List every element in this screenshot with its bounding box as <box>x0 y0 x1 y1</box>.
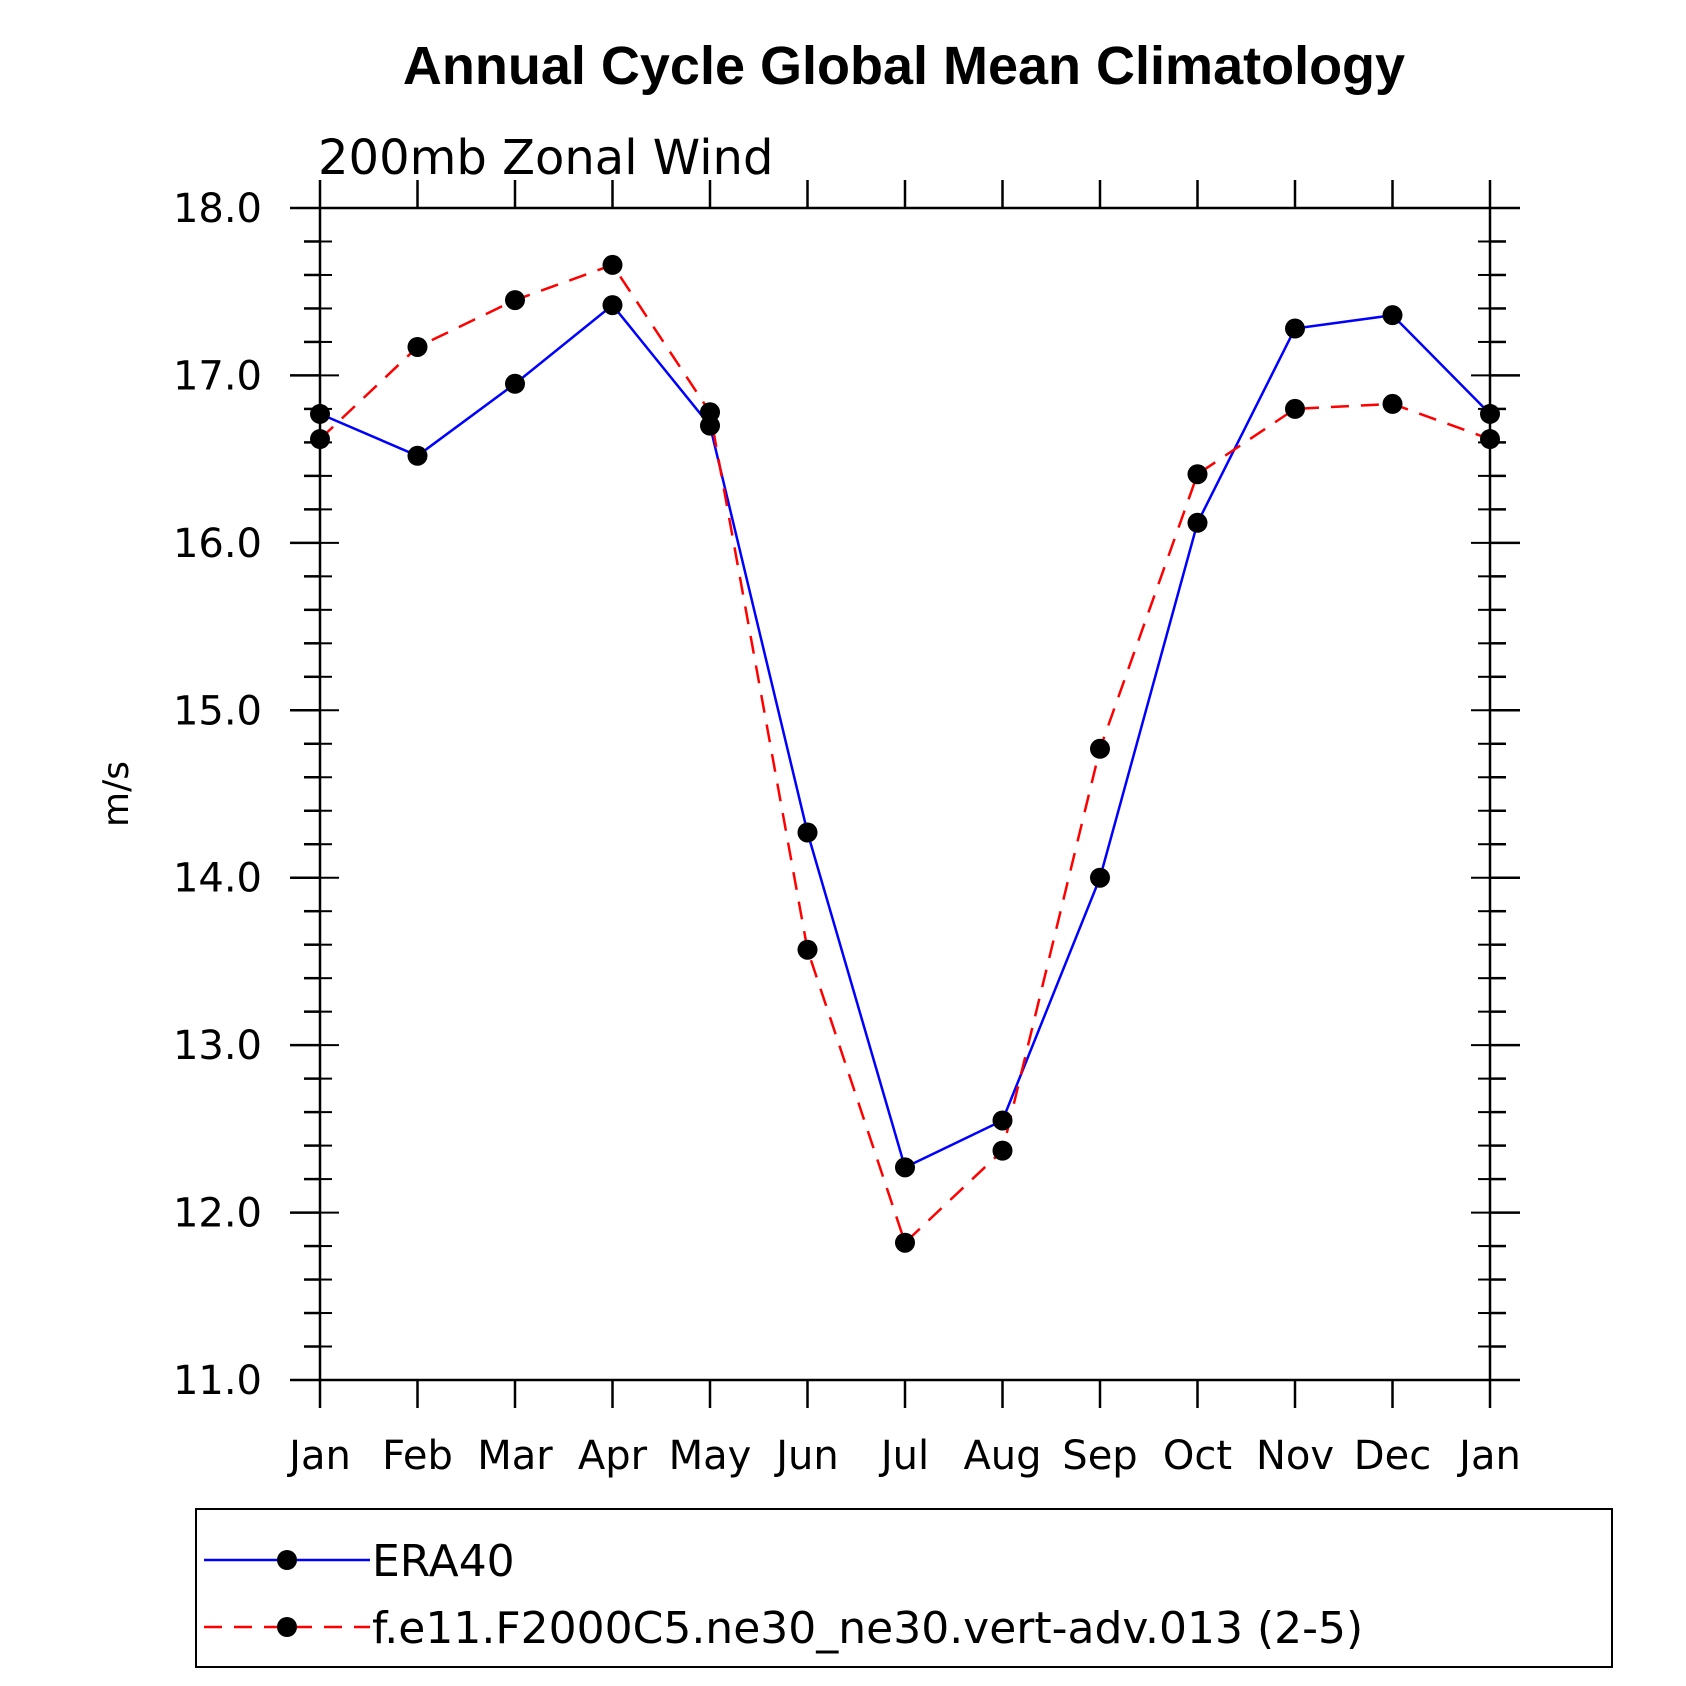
data-point <box>407 336 428 357</box>
data-point <box>1480 429 1500 450</box>
y-tick-label: 15.0 <box>173 688 262 734</box>
x-tick-label: Jul <box>878 1433 929 1479</box>
legend-marker <box>277 1550 297 1570</box>
chart-subtitle: 200mb Zonal Wind <box>318 130 773 186</box>
x-tick-label: Dec <box>1354 1433 1431 1479</box>
data-point <box>505 290 525 311</box>
data-point <box>797 822 818 843</box>
plot-frame <box>318 206 1492 1382</box>
data-point <box>1480 403 1500 424</box>
data-point <box>1187 512 1208 533</box>
x-tick-label: Oct <box>1163 1433 1232 1479</box>
data-point <box>505 373 525 394</box>
data-point <box>1090 738 1110 759</box>
x-tick-label: Jan <box>1456 1433 1521 1479</box>
legend-label: f.e11.F2000C5.ne30_ne30.vert-adv.013 (2-… <box>372 1603 1363 1654</box>
x-tick-label: Nov <box>1256 1433 1334 1479</box>
series-line <box>319 303 1491 1170</box>
y-tick-label: 12.0 <box>173 1191 262 1237</box>
data-point <box>700 402 720 423</box>
x-tick-label: Feb <box>382 1433 453 1479</box>
y-tick-label: 17.0 <box>173 353 262 399</box>
series-layer <box>310 254 1500 1253</box>
legend-box <box>195 1508 1613 1668</box>
plot-axes: Jan Feb Mar Apr May Jun Jul Aug Sep Oct Nov Dec Jan 1… <box>173 180 1521 1479</box>
data-point <box>602 295 623 316</box>
data-point <box>1382 305 1403 326</box>
chart-title: Annual Cycle Global Mean Climatology <box>403 36 1405 96</box>
x-tick-label: Apr <box>578 1433 648 1479</box>
y-axis-label: m/s <box>96 761 137 827</box>
y-tick-label: 14.0 <box>173 856 262 902</box>
y-tick-label: 13.0 <box>173 1023 262 1069</box>
data-point <box>797 939 818 960</box>
legend: ERA40 f.e11.F2000C5.ne30_ne30.vert-adv.01… <box>195 1508 1613 1668</box>
data-point <box>992 1110 1013 1131</box>
legend-marker <box>277 1617 297 1637</box>
x-tick-label: Mar <box>477 1433 553 1479</box>
data-point <box>1187 464 1208 485</box>
y-tick-label: 16.0 <box>173 521 262 567</box>
data-point <box>602 254 623 275</box>
data-point <box>1285 398 1305 419</box>
y-tick-label: 18.0 <box>173 186 262 232</box>
legend-label: ERA40 <box>372 1536 515 1587</box>
series-line <box>319 263 1491 1245</box>
x-tick-label: Jan <box>286 1433 351 1479</box>
data-point <box>1285 318 1305 339</box>
x-tick-label: Jun <box>773 1433 839 1479</box>
x-tick-label: Aug <box>963 1433 1041 1479</box>
data-point <box>310 403 330 424</box>
data-point <box>992 1140 1013 1161</box>
y-tick-label: 11.0 <box>173 1358 262 1404</box>
x-tick-label: May <box>669 1433 752 1479</box>
data-point <box>895 1232 915 1253</box>
x-tick-label: Sep <box>1062 1433 1137 1479</box>
data-point <box>895 1157 915 1178</box>
data-point <box>1090 867 1110 888</box>
data-point <box>310 429 330 450</box>
data-point <box>407 445 428 466</box>
data-point <box>1382 393 1403 414</box>
